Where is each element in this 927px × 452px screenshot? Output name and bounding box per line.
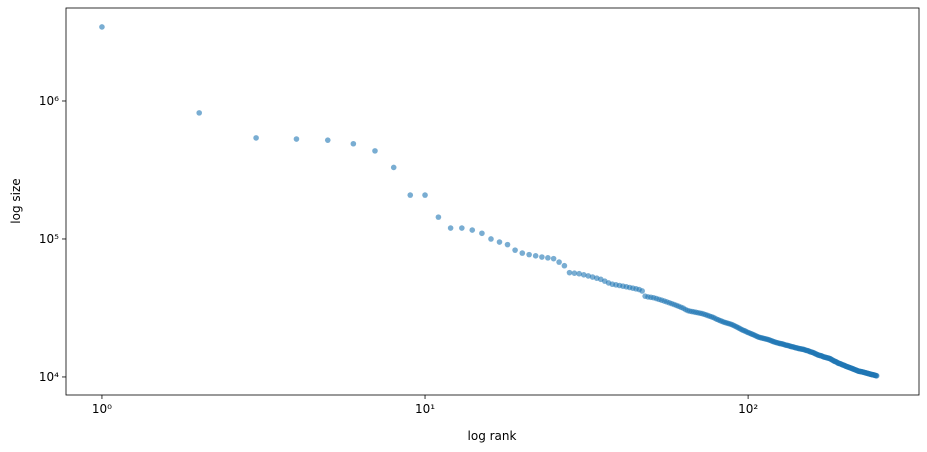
point (550, 255, 557, 262)
point (99, 24, 105, 30)
y-tick-label: 10⁵ (39, 232, 59, 246)
point (512, 247, 518, 253)
x-axis-label: log rank (468, 429, 517, 443)
x-tick-label: 10¹ (415, 402, 435, 416)
y-axis-label: log size (9, 178, 23, 223)
point (350, 140, 357, 147)
point (407, 192, 414, 198)
point (873, 372, 880, 379)
point (545, 255, 551, 261)
point (589, 274, 596, 280)
point (566, 269, 573, 276)
point (196, 110, 203, 116)
point (459, 225, 465, 231)
point (324, 137, 331, 143)
point (561, 262, 568, 269)
point (519, 250, 526, 256)
point (571, 270, 578, 276)
point (496, 239, 503, 245)
point (390, 164, 397, 171)
point (488, 236, 494, 242)
y-tick-label: 10⁶ (39, 94, 59, 108)
x-tick-label: 10² (738, 402, 758, 416)
point (576, 270, 582, 277)
point (526, 251, 532, 258)
point (435, 214, 442, 220)
point (469, 227, 476, 233)
point (639, 288, 645, 294)
point (253, 135, 259, 141)
point (372, 148, 378, 154)
point (479, 230, 485, 237)
point (532, 253, 539, 259)
point (580, 271, 587, 278)
point (504, 241, 511, 248)
plot-frame (65, 7, 920, 396)
y-tick-label: 10⁴ (39, 370, 59, 384)
point (585, 273, 592, 279)
point (293, 136, 300, 142)
point (539, 254, 545, 260)
point (447, 225, 454, 231)
point (556, 259, 562, 265)
x-tick-label: 10⁰ (92, 402, 112, 416)
point (422, 192, 428, 198)
